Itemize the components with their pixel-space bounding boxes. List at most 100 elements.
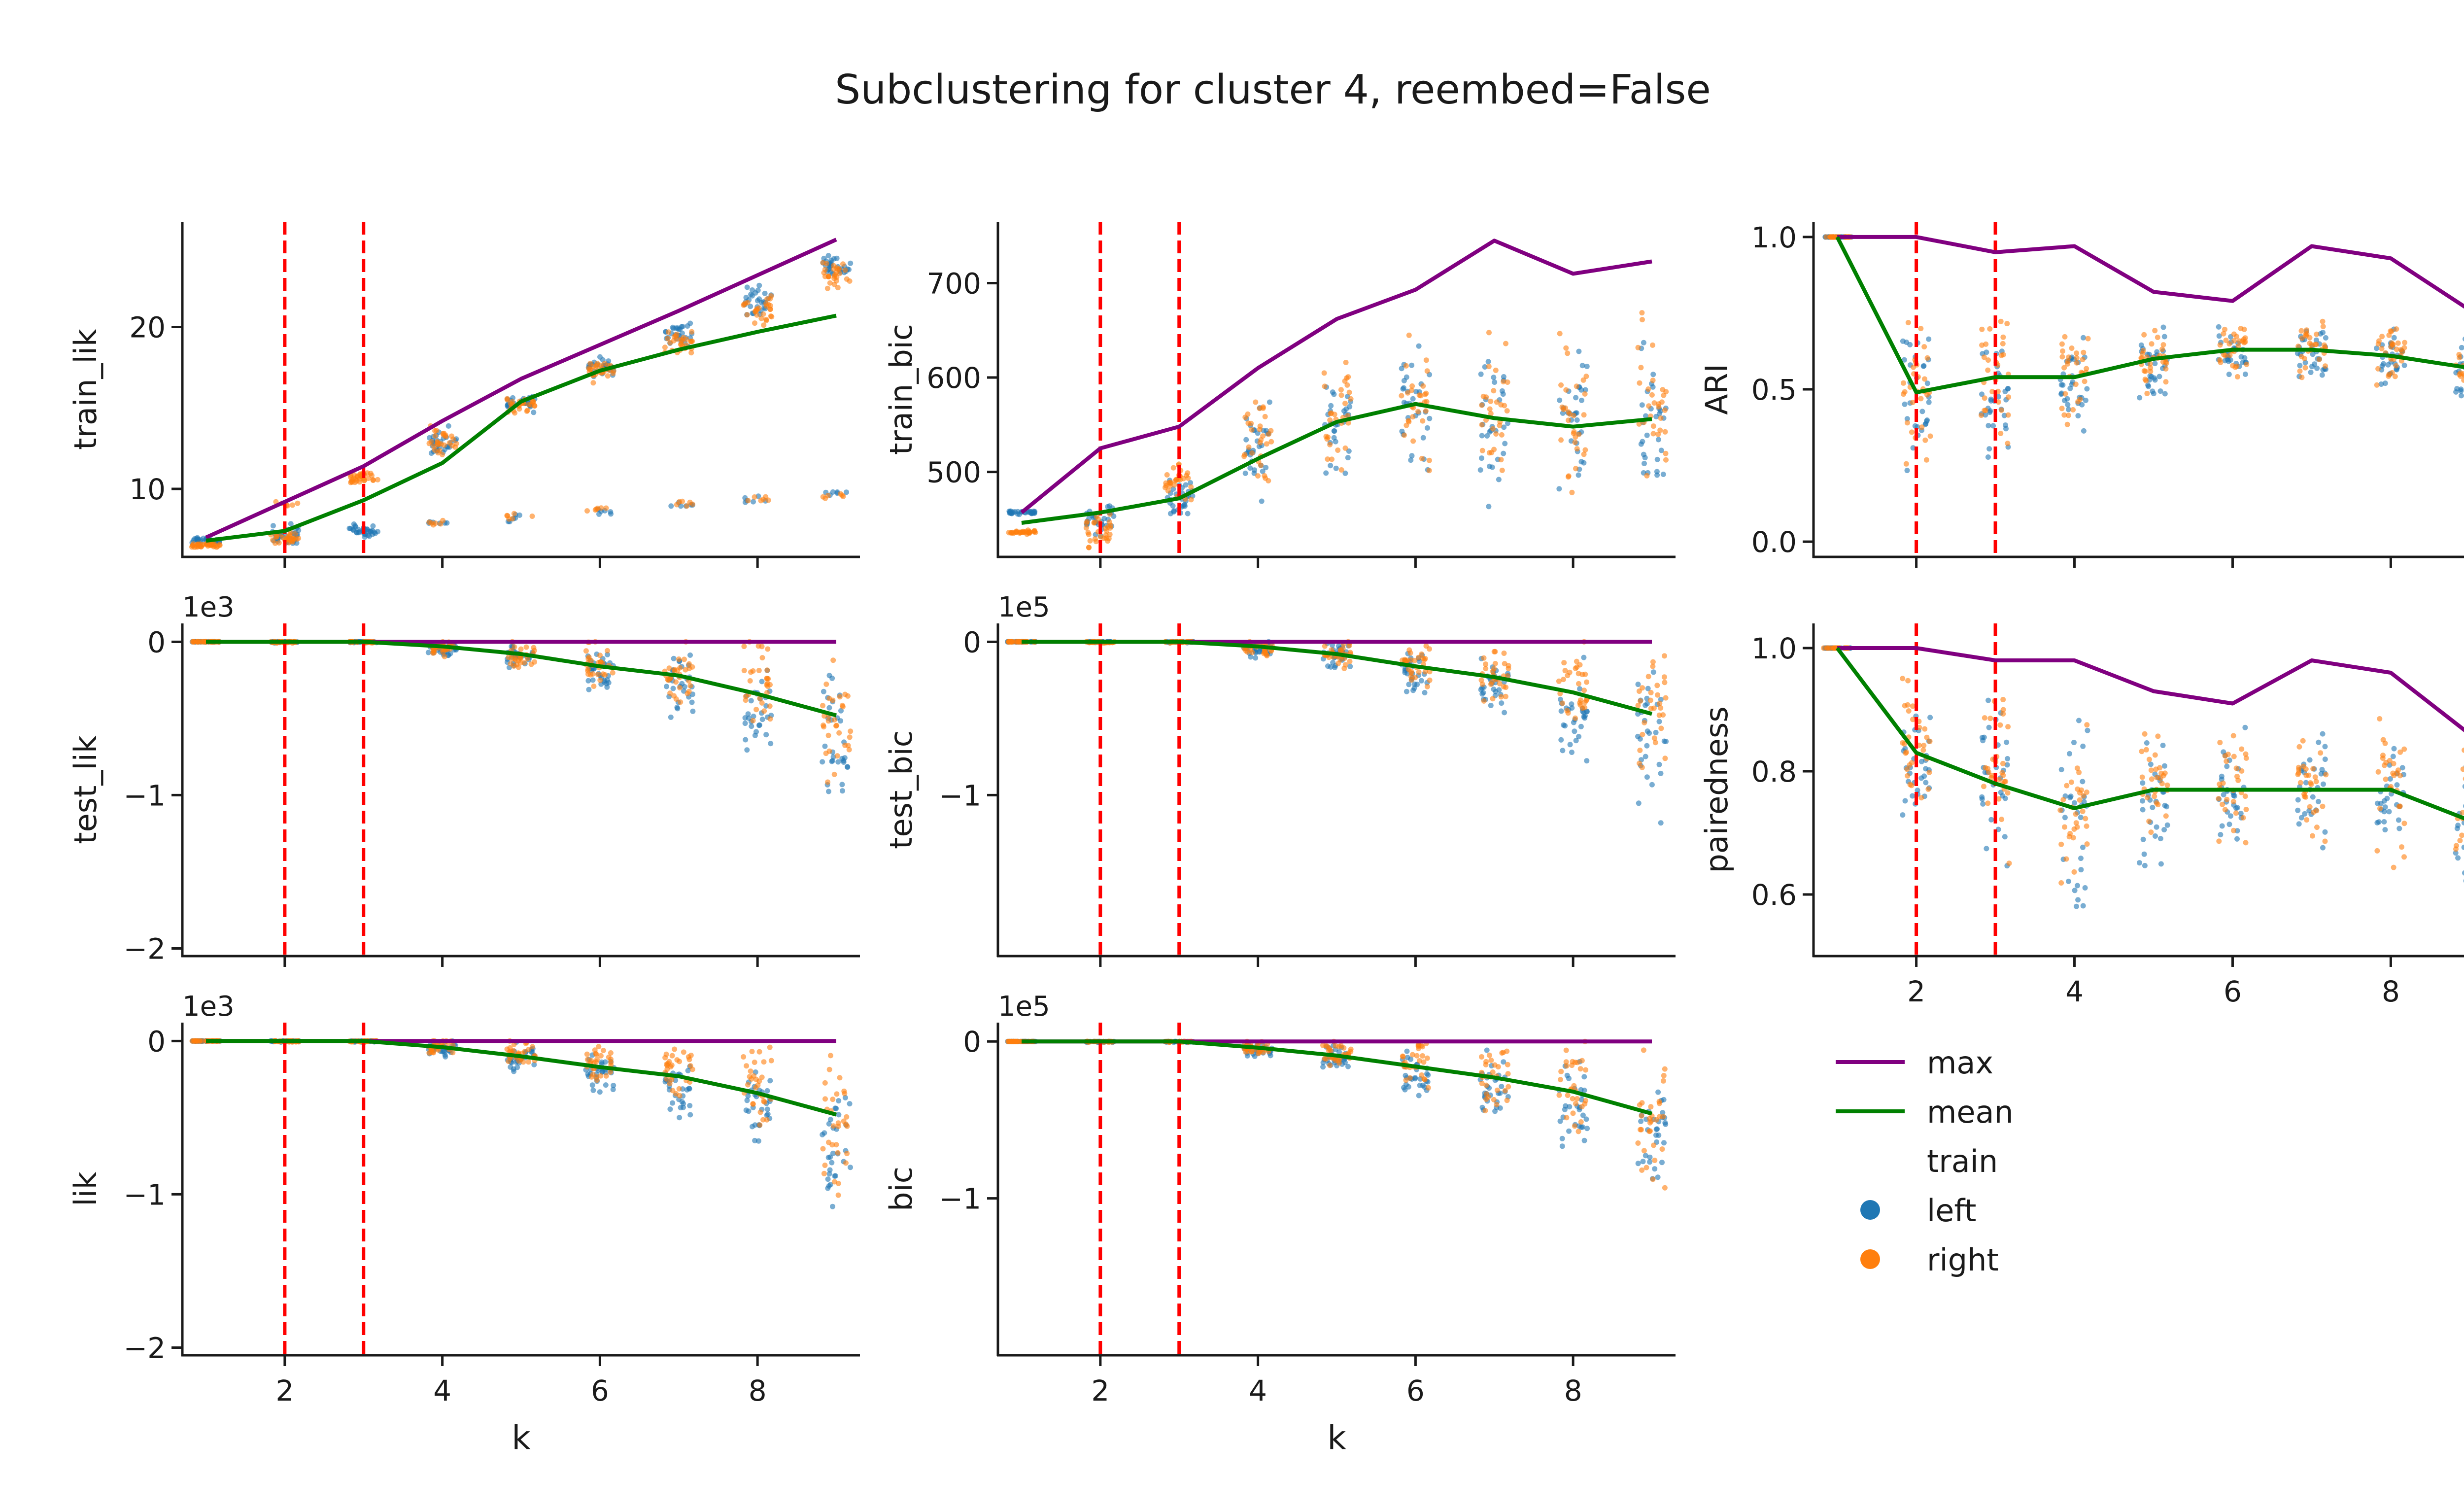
bic-point [1425,1085,1431,1091]
ARI-point [2000,352,2006,358]
train_lik-point [666,329,671,335]
pairedness-point [1988,817,1994,823]
ARI-point [1904,416,1910,422]
pairedness-point [1927,715,1933,721]
ARI-point [1912,423,1918,429]
lik-point [667,1106,673,1112]
bic-point [1639,1167,1645,1173]
ARI-point [2298,328,2304,334]
bic-point [1412,1076,1418,1082]
pairedness-point [2461,844,2464,850]
pairedness-point [2071,826,2077,832]
train_lik-point [511,511,517,516]
ARI-point [2304,327,2310,333]
ARI-point [2138,342,2144,348]
figure-title: Subclustering for cluster 4, reembed=Fal… [835,67,1711,113]
train_lik-point [526,402,532,408]
ARI-point [2142,377,2148,382]
bic-point [1639,1113,1644,1119]
train_bic-point [1009,511,1015,516]
train_lik-point [598,505,604,511]
train_lik-point [435,440,441,446]
ARI-point [1921,363,1927,369]
bic-xtick-label: 8 [1564,1374,1582,1408]
ARI-point [1998,318,2004,324]
bic-point [1490,1069,1496,1075]
ARI-point [2003,422,2008,428]
bic-point [1648,1118,1654,1124]
train_lik-point [688,350,694,356]
test_bic-point [1645,674,1651,680]
train_bic-point [1338,387,1344,393]
pairedness-point [1918,795,1924,801]
test_lik-point [597,677,603,683]
lik-point [820,1146,826,1152]
pairedness-point [2399,844,2404,850]
lik-point [835,1192,841,1198]
lik-point [835,1150,841,1156]
bic-point [1483,1062,1489,1067]
train_bic-point [1329,456,1335,462]
train_bic-point [1253,399,1259,405]
lik-point [830,1123,836,1129]
test_lik-point [826,673,832,679]
test_lik-point [672,668,678,674]
pairedness-point [2231,754,2237,759]
test_lik-point [744,747,750,753]
ARI-point [2066,407,2071,412]
bic-xlabel: k [1327,1419,1346,1457]
ARI-point [2221,331,2226,337]
pairedness-point [2164,804,2169,810]
lik-point [755,1138,761,1144]
train_bic-point [1399,393,1404,399]
train_bic-point [1249,427,1255,433]
lik-ytick-label: 0 [147,1025,166,1058]
test_lik-point [687,652,693,658]
ARI-point [2075,413,2081,419]
train_bic-point [1257,440,1263,446]
pairedness-point [2394,770,2400,776]
legend-right-label: right [1927,1242,1999,1278]
test_bic-point [1574,664,1580,670]
ARI-point [1905,320,1911,326]
lik-point [768,1058,774,1064]
bic-point [1567,1104,1573,1110]
train_lik-point [662,344,668,350]
test_bic-point [1422,690,1428,695]
train_lik-point [432,433,438,439]
pairedness-point [2306,772,2312,778]
train_lik-point [838,491,844,497]
ARI-point [2299,335,2305,341]
test_lik-point [670,686,676,691]
train_lik-point [357,471,363,477]
train_bic-point [1258,462,1264,468]
pairedness-point [2078,815,2084,821]
train_bic-point [1266,431,1271,437]
pairedness-point [2164,782,2170,788]
pairedness-point [2005,756,2011,761]
train_bic-point [1426,468,1432,474]
test_bic-point [1347,658,1353,664]
pairedness-point [1985,697,1991,703]
test_bic-point [1008,639,1014,645]
train_lik-point [445,423,451,429]
bic-point [1647,1128,1653,1134]
ARI-point [2234,374,2240,379]
train_bic-point [1581,412,1587,418]
pairedness-ytick-label: 1.0 [1751,632,1797,665]
ARI-point [2148,369,2154,375]
train_bic-point [1498,457,1504,463]
pairedness-point [2383,759,2389,765]
bic-point [1420,1053,1426,1059]
test_bic-ytick-label: 0 [963,625,981,659]
train_lik-ylabel: train_lik [68,329,103,450]
test_bic-point [1501,651,1507,656]
ARI-point [2382,380,2388,386]
bic-point [1557,1118,1563,1124]
train_lik-point [758,315,764,321]
bic-point [1566,1128,1572,1134]
test_bic-point [1416,669,1422,675]
train_bic-point [1105,538,1111,544]
lik-point [837,1075,843,1081]
pairedness-point [1984,846,1989,852]
